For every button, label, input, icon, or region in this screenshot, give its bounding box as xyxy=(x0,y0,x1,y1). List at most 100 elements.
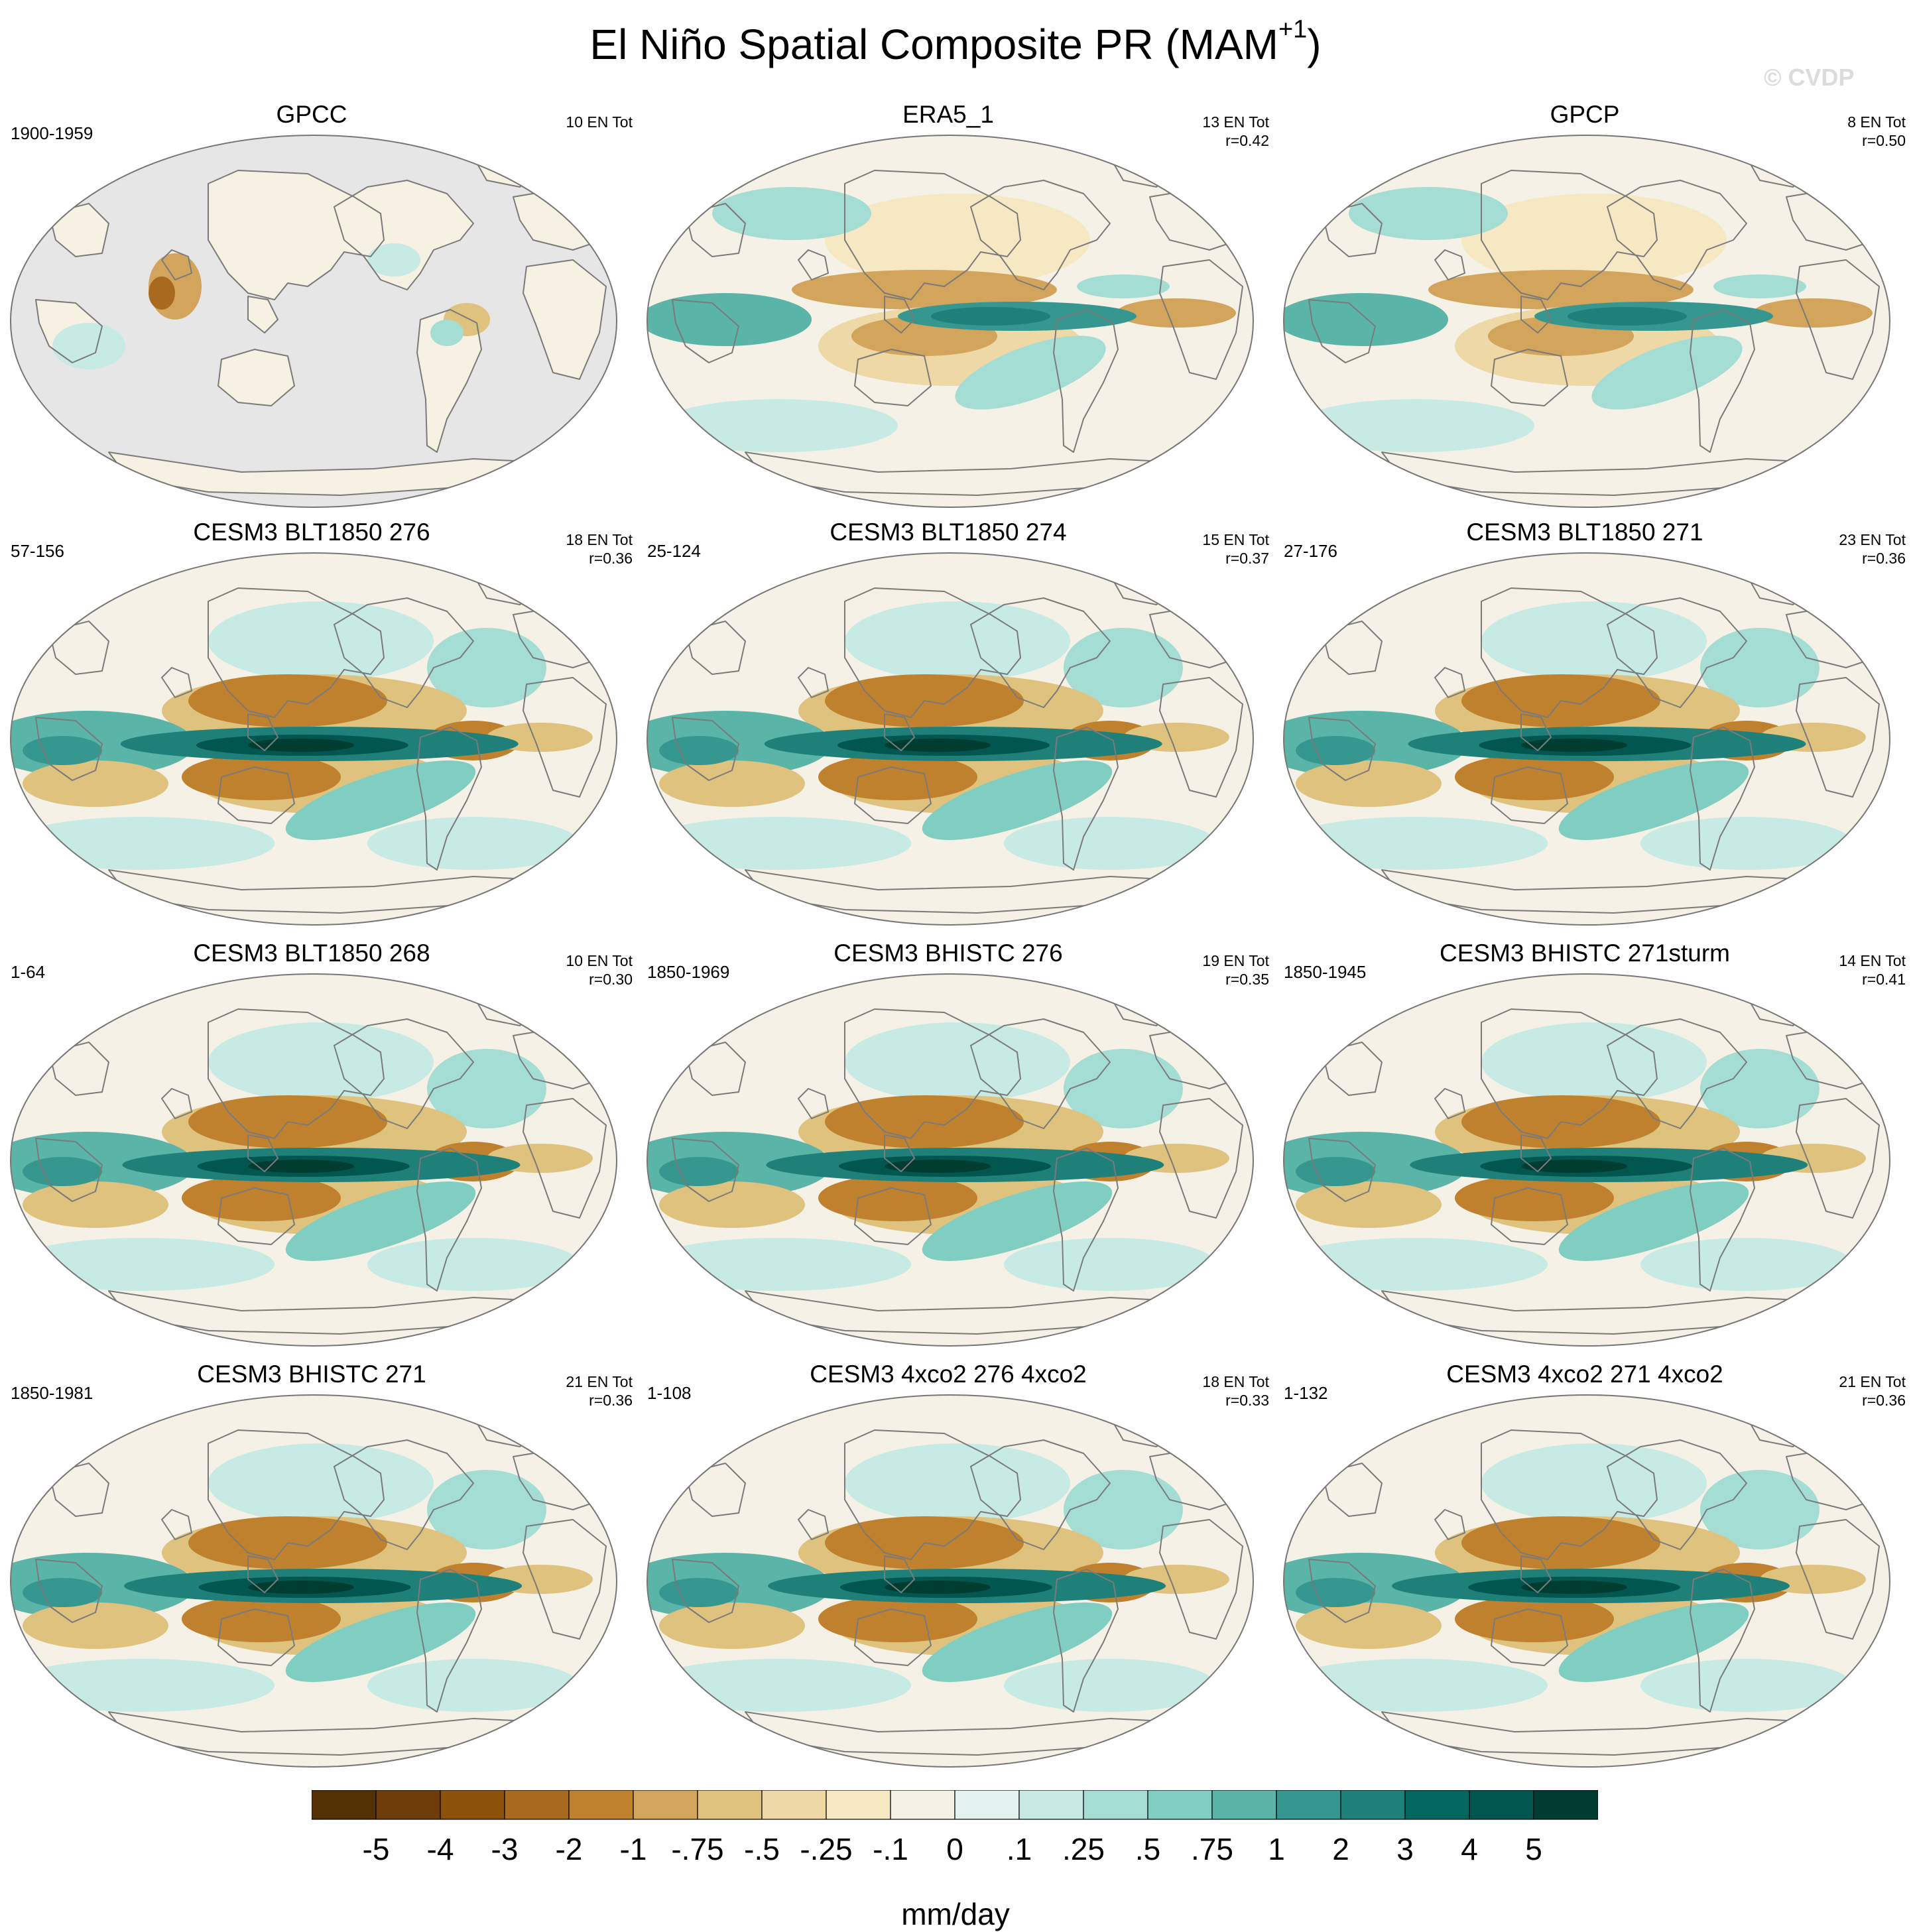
coastline-9 xyxy=(1796,1519,1880,1640)
coastline-3 xyxy=(854,1608,932,1666)
coastline-6 xyxy=(48,203,109,257)
coastline-1 xyxy=(1434,1509,1465,1540)
coastline-5 xyxy=(1690,309,1755,453)
north-itcz-dry xyxy=(792,270,1057,310)
map-border xyxy=(10,135,617,508)
coastline-3 xyxy=(217,1608,295,1666)
panel-event-count: 21 EN Tot xyxy=(1839,1373,1906,1390)
coastline-2 xyxy=(247,1555,278,1593)
coastline-2 xyxy=(1520,296,1552,333)
coastline-9 xyxy=(1159,677,1243,798)
panel-event-count: 23 EN Tot xyxy=(1839,531,1906,548)
panel-correlation: r=0.41 xyxy=(1862,971,1906,988)
coastline-5 xyxy=(1053,727,1119,871)
west-indian-wet xyxy=(23,1578,102,1607)
coastline-7 xyxy=(672,1559,739,1623)
panel-correlation: r=0.36 xyxy=(589,1392,633,1409)
coastline-0 xyxy=(844,170,1021,300)
panel-years: 1-64 xyxy=(11,962,46,982)
south-pacific-dry-core xyxy=(818,754,977,800)
robinson-map xyxy=(647,135,1254,508)
spcz-wet xyxy=(1558,760,1749,840)
coastline-4 xyxy=(1607,1018,1747,1129)
coastline-0 xyxy=(208,170,385,300)
panel-title: CESM3 4xco2 271 4xco2 xyxy=(1446,1360,1723,1388)
map-border xyxy=(1283,552,1890,926)
coastline-7 xyxy=(35,717,103,781)
coastline-5 xyxy=(416,1148,482,1292)
spcz-wet xyxy=(1558,1181,1749,1261)
colorbar-tick-label: 4 xyxy=(1461,1832,1478,1866)
north-subtropics-wet xyxy=(208,601,434,681)
north-pacific-dry xyxy=(1461,194,1727,286)
coastline-6 xyxy=(685,1042,746,1096)
coastline-0 xyxy=(844,1429,1021,1560)
colorbar-tick-label: -3 xyxy=(491,1832,519,1866)
coastline-6 xyxy=(48,1463,109,1517)
map-border xyxy=(1283,1394,1890,1768)
coastline-6 xyxy=(1322,621,1383,675)
map-panel: CESM3 BLT1850 276 57-156 18 EN Tot r=0.36 xyxy=(0,517,637,941)
panel-years: 1850-1945 xyxy=(1284,962,1367,982)
coastline-9 xyxy=(523,677,607,798)
colorbar-box xyxy=(1340,1790,1406,1820)
coastline-6 xyxy=(1322,1042,1383,1096)
coastline-2 xyxy=(884,1134,915,1172)
coastline-7 xyxy=(1308,717,1376,781)
australia-wet xyxy=(52,323,125,369)
coastline-4 xyxy=(970,597,1111,708)
map-panel: CESM3 BLT1850 271 27-176 23 EN Tot r=0.36 xyxy=(1273,517,1910,941)
atlantic-wet xyxy=(1064,1049,1183,1128)
coastline-2 xyxy=(1520,713,1552,751)
coastline-2 xyxy=(884,713,915,751)
asia-wet xyxy=(1349,187,1508,240)
colorbar-tick-label: 0 xyxy=(946,1832,963,1866)
maritime-continent-dry-core xyxy=(149,276,175,310)
colorbar-box xyxy=(1147,1790,1213,1820)
land-5 xyxy=(417,310,481,452)
southern-ocean-wet xyxy=(647,817,911,870)
colorbar-tick-label: -.5 xyxy=(744,1832,780,1866)
map-field xyxy=(647,135,1253,507)
south-atlantic-wet xyxy=(1004,1238,1216,1291)
panel-stats: 13 EN Tot r=0.42 xyxy=(1202,113,1269,150)
south-pacific-dry-core xyxy=(182,754,341,800)
map-field xyxy=(11,974,617,1346)
robinson-map xyxy=(10,973,617,1347)
south-atlantic-wet xyxy=(367,817,580,870)
colorbar-tick-label: 2 xyxy=(1332,1832,1349,1866)
coastline-5 xyxy=(1690,1569,1755,1713)
south-atlantic-wet xyxy=(1004,817,1216,870)
colorbar-box xyxy=(1018,1790,1084,1820)
coastline-4 xyxy=(970,180,1111,290)
australia-dry xyxy=(659,1602,805,1649)
australia-dry xyxy=(23,1181,168,1228)
australia-dry xyxy=(659,1181,805,1228)
robinson-map xyxy=(10,1394,617,1768)
colorbar-box xyxy=(440,1790,505,1820)
panel-title: GPCC xyxy=(276,101,347,128)
panel-years: 1-132 xyxy=(1284,1383,1328,1403)
coastline-0 xyxy=(1481,1429,1658,1560)
southern-ocean-wet xyxy=(1284,1238,1548,1291)
equatorial-pacific-wet-core xyxy=(1568,307,1687,326)
colorbar-box xyxy=(633,1790,698,1820)
coastline-1 xyxy=(161,249,192,280)
coastline-5 xyxy=(1690,727,1755,871)
amazon-wet xyxy=(430,320,463,346)
spcz-wet xyxy=(922,1181,1113,1261)
colorbar-box xyxy=(826,1790,891,1820)
panel-stats: 14 EN Tot r=0.41 xyxy=(1839,951,1906,989)
colorbar-tick-label: .5 xyxy=(1135,1832,1160,1866)
indian-ocean-wet xyxy=(647,293,812,346)
colorbar-box xyxy=(1211,1790,1277,1820)
panel-stats: 18 EN Tot r=0.33 xyxy=(1202,1372,1269,1410)
coastline-9 xyxy=(523,1098,607,1219)
colorbar-box xyxy=(504,1790,570,1820)
panel-title: ERA5_1 xyxy=(902,101,994,128)
colorbar-box xyxy=(890,1790,956,1820)
coastline-4 xyxy=(1607,180,1747,290)
panel-correlation: r=0.37 xyxy=(1225,550,1269,567)
colorbar-box xyxy=(697,1790,763,1820)
map-border xyxy=(1283,135,1890,508)
